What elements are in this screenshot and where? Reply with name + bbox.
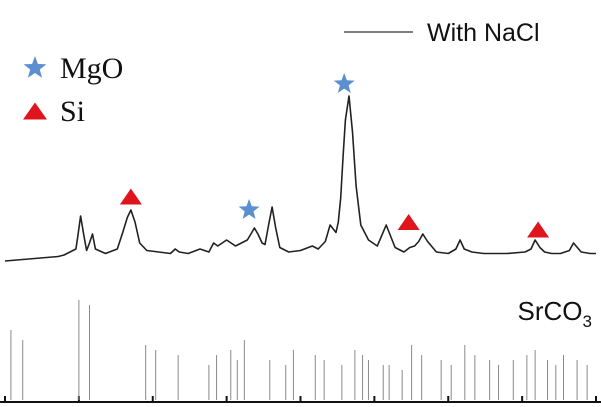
legend-label-with-nacl: With NaCl (427, 19, 540, 47)
mgo-star-marker (238, 199, 260, 219)
legend-label-mgo: MgO (60, 52, 123, 85)
reference-label: SrCO3 (518, 296, 592, 331)
series-line-with-nacl (4, 95, 596, 262)
reference-label-main: SrCO (518, 296, 583, 326)
phase-legend: MgO Si (23, 52, 123, 128)
si-triangle-marker (527, 221, 550, 238)
reference-lines (10, 300, 588, 400)
si-triangle-marker (119, 188, 142, 205)
legend-mgo-star-icon (23, 56, 47, 78)
legend: With NaCl (344, 19, 540, 47)
legend-si-triangle-icon (23, 102, 47, 120)
mgo-star-marker (333, 73, 355, 93)
reference-label-subscript: 3 (583, 312, 592, 331)
si-triangle-marker (397, 214, 420, 230)
legend-label-si: Si (60, 95, 85, 128)
phase-markers (119, 73, 550, 238)
